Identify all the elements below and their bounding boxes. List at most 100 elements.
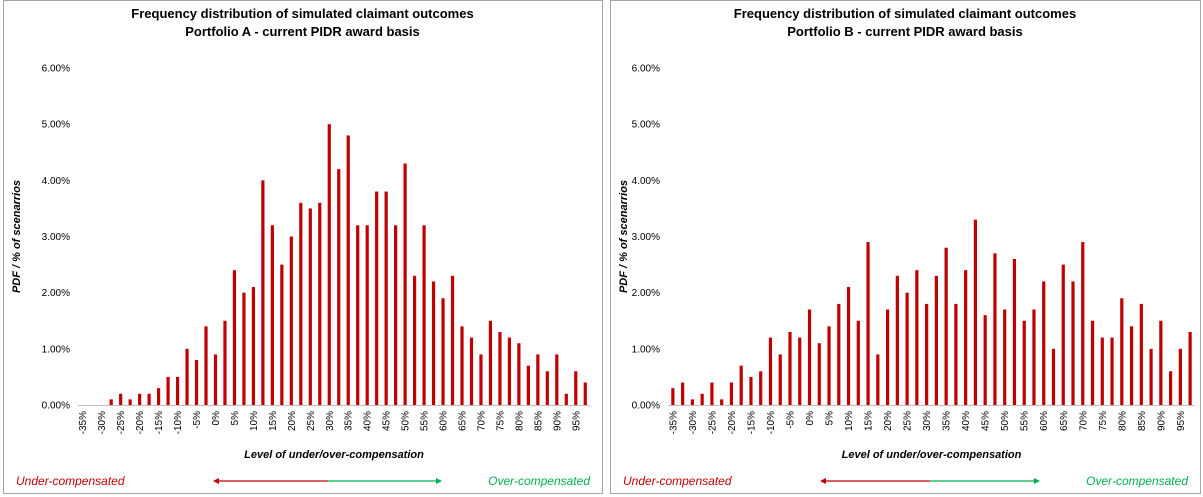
- y-axis-title: PDF / % of scenarrios: [11, 180, 23, 293]
- x-tick-label: -5%: [785, 411, 796, 429]
- arrow-head: [213, 478, 219, 484]
- bar: [993, 253, 997, 405]
- bar: [837, 303, 841, 405]
- x-tick-label: 40%: [961, 411, 972, 431]
- bar: [498, 331, 502, 405]
- x-tick-label: 20%: [883, 411, 894, 431]
- arrow-head: [1034, 478, 1040, 484]
- x-tick-label: 65%: [458, 411, 469, 431]
- bar: [934, 275, 938, 405]
- bar: [1188, 331, 1192, 405]
- y-axis-title: PDF / % of scenarrios: [618, 180, 630, 293]
- bar: [1159, 320, 1163, 405]
- bar: [384, 191, 388, 405]
- bar: [944, 247, 948, 405]
- x-axis-title: Level of under/over-compensation: [842, 449, 1022, 461]
- bar: [905, 292, 909, 405]
- x-tick-label: 5%: [230, 411, 241, 426]
- bar: [536, 354, 540, 405]
- annotation: Under-compensated: [16, 474, 125, 488]
- x-tick-label: 45%: [382, 411, 393, 431]
- x-tick-label: -25%: [707, 411, 718, 434]
- x-tick-label: -20%: [727, 411, 738, 434]
- bar: [1129, 326, 1134, 405]
- y-tick-label: 4.00%: [42, 176, 70, 187]
- bar: [147, 393, 151, 405]
- x-tick-label: 55%: [420, 411, 431, 431]
- chart-panel: Frequency distribution of simulated clai…: [610, 0, 1201, 494]
- bar: [1071, 281, 1075, 405]
- y-tick-label: 5.00%: [632, 120, 660, 131]
- bar: [431, 281, 436, 405]
- x-tick-label: 75%: [495, 411, 506, 431]
- x-tick-label: 70%: [476, 411, 487, 431]
- bar: [895, 275, 899, 405]
- x-tick-label: -10%: [173, 411, 184, 434]
- bar: [232, 270, 237, 405]
- bar: [1100, 337, 1104, 405]
- x-tick-label: -15%: [746, 411, 757, 434]
- x-tick-label: 30%: [325, 411, 336, 431]
- x-tick-label: 20%: [287, 411, 298, 431]
- bar: [983, 315, 987, 405]
- x-tick-label: 30%: [922, 411, 933, 431]
- x-tick-label: 85%: [533, 411, 544, 431]
- bar: [327, 124, 331, 406]
- bar: [866, 242, 870, 405]
- bar: [185, 348, 189, 405]
- bar: [729, 382, 734, 405]
- x-tick-label: 0%: [211, 411, 222, 426]
- bar: [768, 337, 773, 405]
- bar: [526, 365, 530, 405]
- bar: [488, 320, 493, 405]
- bar: [1178, 348, 1182, 405]
- bar: [460, 326, 464, 405]
- x-tick-label: 40%: [363, 411, 374, 431]
- bar: [289, 236, 293, 405]
- x-tick-label: 25%: [903, 411, 914, 431]
- bar: [394, 225, 398, 405]
- y-tick-label: 3.00%: [632, 232, 660, 243]
- x-tick-label: 95%: [1176, 411, 1187, 431]
- x-tick-label: 10%: [844, 411, 855, 431]
- bar: [807, 309, 812, 405]
- panel-border: [3, 0, 603, 494]
- x-tick-label: 0%: [805, 411, 816, 426]
- bar: [1149, 348, 1153, 405]
- bar: [564, 393, 568, 405]
- bar: [1169, 371, 1173, 405]
- bar: [223, 320, 227, 405]
- x-tick-label: 5%: [825, 411, 836, 426]
- bar: [846, 287, 851, 405]
- x-tick-label: -15%: [154, 411, 165, 434]
- bar: [1061, 264, 1065, 405]
- bar: [827, 326, 831, 405]
- annotation: Under-compensated: [623, 474, 732, 488]
- bar: [876, 354, 880, 405]
- bar: [318, 202, 322, 405]
- x-tick-label: 15%: [864, 411, 875, 431]
- bar: [128, 399, 132, 405]
- bar: [337, 169, 341, 405]
- bar: [973, 219, 978, 405]
- bar: [1032, 309, 1036, 405]
- x-tick-label: 25%: [306, 411, 317, 431]
- bar: [507, 337, 512, 405]
- x-tick-label: -20%: [135, 411, 146, 434]
- arrow-head: [436, 478, 442, 484]
- bar: [138, 393, 142, 405]
- bar: [479, 354, 483, 405]
- chart-title: Frequency distribution of simulated clai…: [734, 6, 1076, 21]
- annotation: Over-compensated: [1086, 474, 1188, 488]
- bar: [422, 225, 426, 405]
- bar: [778, 354, 782, 405]
- arrow-head: [820, 478, 826, 484]
- bar: [583, 382, 587, 405]
- y-tick-label: 6.00%: [42, 64, 70, 75]
- bar: [739, 365, 743, 405]
- bar: [1139, 303, 1143, 405]
- bar: [365, 225, 369, 405]
- bar: [156, 388, 161, 405]
- bar: [1081, 242, 1085, 405]
- y-tick-label: 4.00%: [632, 176, 660, 187]
